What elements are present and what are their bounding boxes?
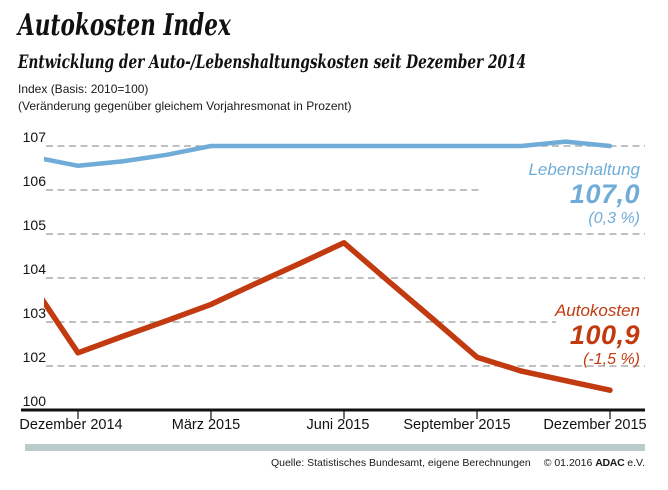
y-axis-label: 107 xyxy=(22,129,46,145)
copyright-text: © 01.2016 xyxy=(543,457,593,469)
y-axis-label: 100 xyxy=(22,393,46,409)
org-suffix: e.V. xyxy=(627,457,645,469)
source-text: Quelle: Statistisches Bundesamt, eigene … xyxy=(270,457,531,469)
adac-logo-text: ADAC xyxy=(595,457,625,469)
legend-lebenshaltung: Lebenshaltung 107,0 (0,3 %) xyxy=(528,161,640,227)
index-basis-note: Index (Basis: 2010=100) xyxy=(18,82,149,96)
y-axis-label: 104 xyxy=(22,261,46,277)
y-axis-label: 103 xyxy=(22,305,46,321)
y-axis-label: 102 xyxy=(22,349,46,365)
y-axis-label: 106 xyxy=(22,173,46,189)
y-axis-label: 105 xyxy=(22,217,46,233)
series-name-lebenshaltung: Lebenshaltung xyxy=(528,160,640,179)
x-axis-label: Dezember 2014 xyxy=(19,417,123,433)
series-change-lebenshaltung: (0,3 %) xyxy=(588,210,640,227)
series-name-autokosten: Autokosten xyxy=(554,301,640,320)
series-change-autokosten: (-1,5 %) xyxy=(583,351,640,368)
series-value-autokosten: 100,9 xyxy=(569,320,640,350)
footer-bar xyxy=(25,444,645,451)
x-axis-label: September 2015 xyxy=(403,417,511,433)
footer: Quelle: Statistisches Bundesamt, eigene … xyxy=(271,457,645,469)
x-axis-label: Dezember 2015 xyxy=(543,417,647,433)
change-note: (Veränderung gegenüber gleichem Vorjahre… xyxy=(18,99,352,113)
chart-subtitle: Entwicklung der Auto-/Lebenshaltungskost… xyxy=(18,51,527,73)
series-value-lebenshaltung: 107,0 xyxy=(569,179,640,209)
page-title: Autokosten Index xyxy=(18,8,231,43)
legend-autokosten: Autokosten 100,9 (-1,5 %) xyxy=(555,302,640,368)
x-axis-label: März 2015 xyxy=(171,417,241,433)
x-axis-label: Juni 2015 xyxy=(306,417,370,433)
